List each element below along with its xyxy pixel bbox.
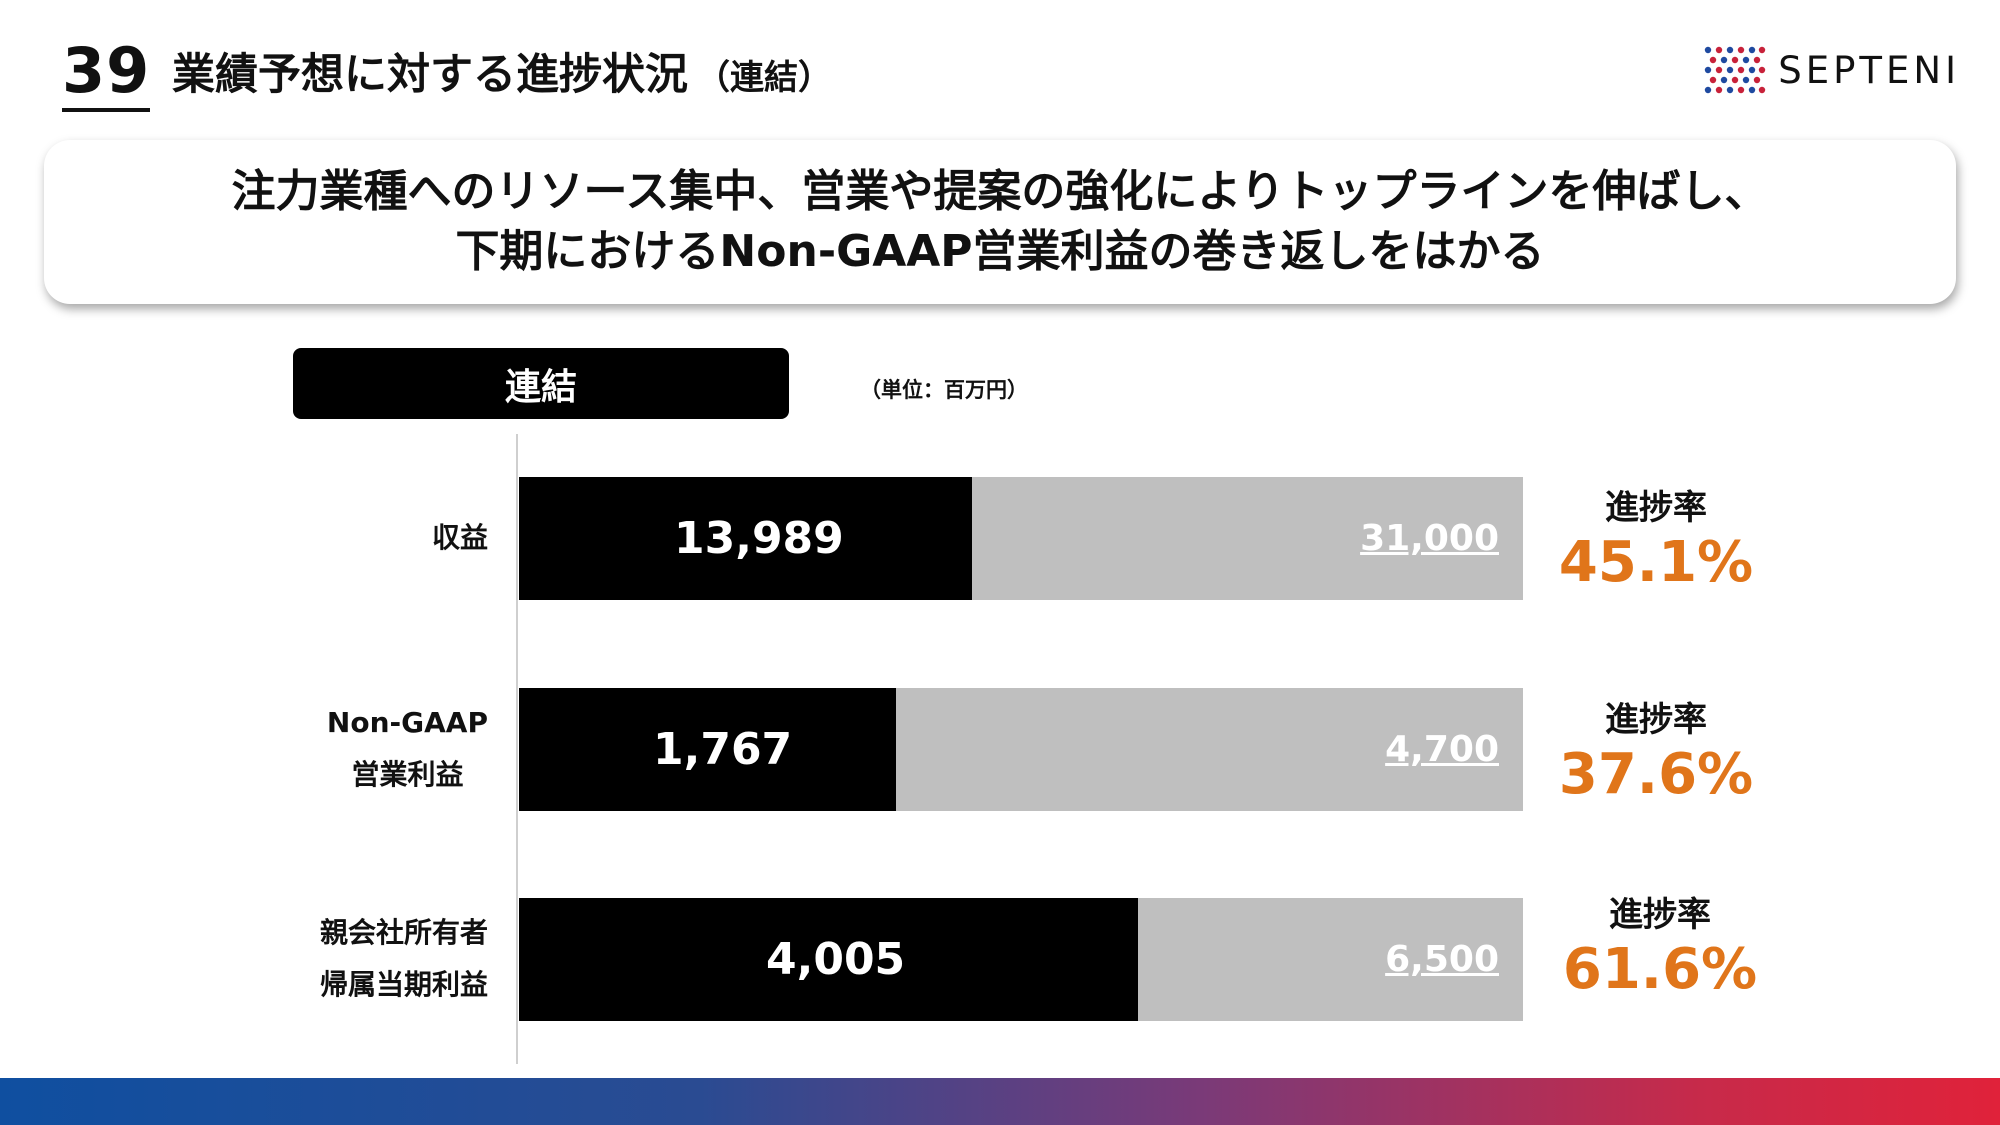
progress-rate: 進捗率 61.6% [1550,895,1770,1003]
actual-bar [519,477,973,600]
target-bar: 31,000 13,989 [519,477,1523,600]
category-label-line: 親会社所有者 [319,916,488,949]
actual-bar [519,898,1138,1021]
headline-line-1: 注力業種へのリソース集中、営業や提案の強化によりトップラインを伸ばし、 [231,166,1769,217]
progress-rate-label: 進捗率 [1605,700,1707,740]
chart-axis-line [516,434,518,1064]
actual-value-label: 1,767 [653,724,793,775]
septeni-logo: SEPTENI [1704,46,1960,94]
actual-bar [519,688,897,811]
page-number: 39 [62,40,151,112]
target-bar: 4,700 1,767 [519,688,1523,811]
page-title: 業績予想に対する進捗状況 （連結） [172,54,832,97]
page-title-main: 業績予想に対する進捗状況 [172,50,688,100]
target-value-label: 6,500 [1385,939,1499,980]
progress-rate-label: 進捗率 [1609,895,1711,935]
section-label: 連結 [293,348,789,419]
category-label-line: 帰属当期利益 [319,968,488,1001]
progress-rate: 進捗率 45.1% [1546,488,1766,596]
category-label: 収益 [432,512,488,564]
progress-rate: 進捗率 37.6% [1546,700,1766,808]
category-label: 親会社所有者 帰属当期利益 [320,907,488,1011]
actual-value-label: 4,005 [766,934,906,985]
category-label-line: 収益 [431,521,488,554]
category-label: Non-GAAP 営業利益 [327,697,488,801]
logo-text: SEPTENI [1778,48,1960,92]
category-label-line: Non-GAAP [326,706,488,739]
progress-rate-value: 61.6% [1562,936,1758,1002]
dot-grid-logo-icon [1705,46,1766,94]
headline-banner: 注力業種へのリソース集中、営業や提案の強化によりトップラインを伸ばし、 下期にお… [44,140,1956,304]
unit-label: （単位：百万円） [860,378,1028,402]
headline-line-2: 下期におけるNon-GAAP営業利益の巻き返しをはかる [455,226,1545,277]
footer-gradient-bar [0,1078,2000,1125]
progress-rate-label: 進捗率 [1605,488,1707,528]
category-label-line: 営業利益 [351,758,464,791]
target-bar: 6,500 4,005 [519,898,1523,1021]
actual-value-label: 13,989 [674,513,844,564]
page-title-sub: （連結） [696,58,832,98]
target-value-label: 31,000 [1360,518,1499,559]
target-value-label: 4,700 [1385,729,1499,770]
progress-rate-value: 45.1% [1558,529,1754,595]
progress-rate-value: 37.6% [1558,741,1754,807]
